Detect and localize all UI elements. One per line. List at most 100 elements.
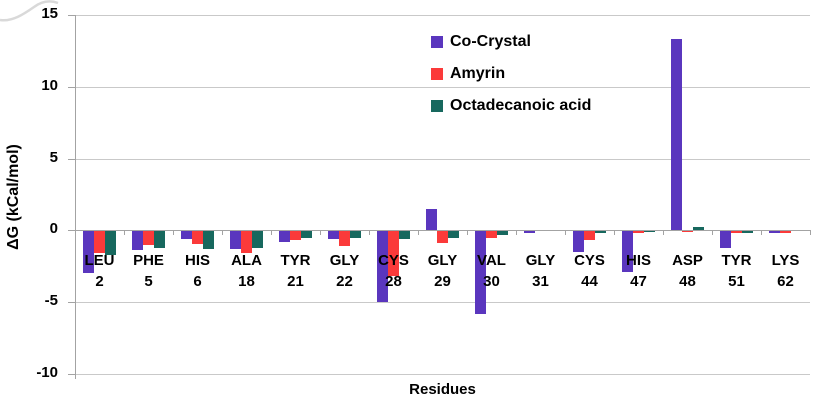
category-label: TYR 51 bbox=[721, 252, 752, 291]
y-axis-title: ΔG (kCal/mol) bbox=[5, 144, 22, 250]
y-axis-tick bbox=[68, 86, 75, 88]
gridline bbox=[75, 302, 810, 304]
legend-label: Octadecanoic acid bbox=[450, 97, 592, 114]
y-tick-label: 15 bbox=[41, 5, 58, 22]
bar-octadecanoic-acid bbox=[595, 230, 606, 233]
category-label: VAL 30 bbox=[477, 252, 506, 291]
y-axis-tick bbox=[68, 374, 75, 375]
bar-co-crystal bbox=[475, 230, 486, 314]
gridline bbox=[75, 15, 810, 16]
gridline bbox=[75, 158, 810, 160]
category-label: CYS 28 bbox=[378, 252, 409, 291]
bar-octadecanoic-acid bbox=[399, 230, 410, 239]
bar-co-crystal bbox=[377, 230, 388, 303]
category-label: GLY 31 bbox=[525, 252, 556, 291]
bar-amyrin bbox=[633, 230, 644, 233]
bar-amyrin bbox=[94, 230, 105, 254]
category-tick bbox=[565, 230, 566, 236]
category-tick bbox=[173, 230, 174, 236]
legend-swatch-icon bbox=[431, 36, 443, 48]
category-tick bbox=[320, 230, 321, 236]
bar-octadecanoic-acid bbox=[203, 230, 214, 250]
y-tick-label: 5 bbox=[49, 148, 58, 166]
bar-octadecanoic-acid bbox=[154, 230, 165, 248]
category-tick bbox=[663, 230, 664, 236]
bar-amyrin bbox=[339, 230, 350, 247]
bar-octadecanoic-acid bbox=[497, 230, 508, 235]
bar-amyrin bbox=[290, 230, 301, 241]
bar-co-crystal bbox=[524, 230, 535, 233]
bar-octadecanoic-acid bbox=[350, 230, 361, 238]
x-axis-title: Residues bbox=[409, 381, 476, 398]
legend-swatch-icon bbox=[431, 100, 443, 112]
bar-octadecanoic-acid bbox=[252, 230, 263, 248]
bar-co-crystal bbox=[426, 208, 437, 231]
y-axis-tick bbox=[68, 230, 75, 232]
bar-co-crystal bbox=[622, 230, 633, 273]
bar-co-crystal bbox=[720, 230, 731, 248]
category-tick bbox=[418, 230, 419, 236]
y-tick-label: 0 bbox=[49, 220, 58, 238]
bar-co-crystal bbox=[769, 230, 780, 233]
legend: Co-Crystal Amyrin Octadecanoic acid bbox=[431, 31, 591, 127]
bar-amyrin bbox=[192, 230, 203, 245]
bar-co-crystal bbox=[328, 230, 339, 239]
y-axis-tick bbox=[68, 158, 75, 160]
bar-co-crystal bbox=[83, 230, 94, 274]
legend-label: Co-Crystal bbox=[450, 33, 531, 50]
category-tick bbox=[467, 230, 468, 236]
bar-octadecanoic-acid bbox=[448, 230, 459, 238]
category-tick bbox=[516, 230, 517, 236]
gridline bbox=[75, 374, 810, 375]
legend-item-amyrin: Amyrin bbox=[431, 63, 591, 85]
category-label: LEU 2 bbox=[84, 252, 115, 291]
category-tick bbox=[124, 230, 125, 236]
bar-co-crystal bbox=[132, 230, 143, 251]
y-tick-label: -5 bbox=[44, 292, 58, 310]
bar-amyrin bbox=[437, 230, 448, 244]
bar-octadecanoic-acid bbox=[301, 230, 312, 238]
category-label: GLY 29 bbox=[427, 252, 458, 291]
category-tick bbox=[761, 230, 762, 236]
category-label: PHE 5 bbox=[133, 252, 164, 291]
category-label: GLY 22 bbox=[329, 252, 360, 291]
bar-amyrin bbox=[388, 230, 399, 277]
bar-octadecanoic-acid bbox=[742, 230, 753, 233]
category-tick bbox=[222, 230, 223, 236]
bar-amyrin bbox=[780, 230, 791, 234]
bar-amyrin bbox=[241, 230, 252, 254]
category-label: TYR 21 bbox=[280, 252, 311, 291]
category-label: HIS 47 bbox=[625, 252, 651, 291]
y-axis-line bbox=[75, 15, 76, 379]
page-curl-decoration bbox=[0, 0, 59, 22]
bar-amyrin bbox=[143, 230, 154, 245]
legend-swatch-icon bbox=[431, 68, 443, 80]
y-tick-label: 10 bbox=[41, 76, 58, 94]
category-tick bbox=[614, 230, 615, 236]
category-tick bbox=[712, 230, 713, 236]
category-tick bbox=[271, 230, 272, 236]
legend-label: Amyrin bbox=[450, 65, 506, 82]
zero-gridline bbox=[75, 230, 810, 232]
bar-octadecanoic-acid bbox=[105, 230, 116, 255]
bar-octadecanoic-acid bbox=[693, 226, 704, 231]
y-tick-label: -10 bbox=[36, 364, 58, 381]
bar-amyrin bbox=[584, 230, 595, 241]
bar-amyrin bbox=[486, 230, 497, 239]
category-label: CYS 44 bbox=[574, 252, 605, 291]
y-axis-tick bbox=[68, 302, 75, 304]
category-label: LYS 62 bbox=[771, 252, 800, 291]
category-tick bbox=[369, 230, 370, 236]
category-tick bbox=[75, 230, 76, 236]
legend-item-octadecanoic-acid: Octadecanoic acid bbox=[431, 95, 591, 117]
bar-co-crystal bbox=[181, 230, 192, 239]
legend-item-co-crystal: Co-Crystal bbox=[431, 31, 591, 53]
gridline bbox=[75, 86, 810, 88]
category-label: HIS 6 bbox=[184, 252, 210, 291]
category-label: ASP 48 bbox=[672, 252, 703, 291]
bar-co-crystal bbox=[671, 39, 682, 231]
bar-co-crystal bbox=[230, 230, 241, 250]
category-label: ALA 18 bbox=[231, 252, 262, 291]
y-axis-tick bbox=[68, 15, 75, 16]
